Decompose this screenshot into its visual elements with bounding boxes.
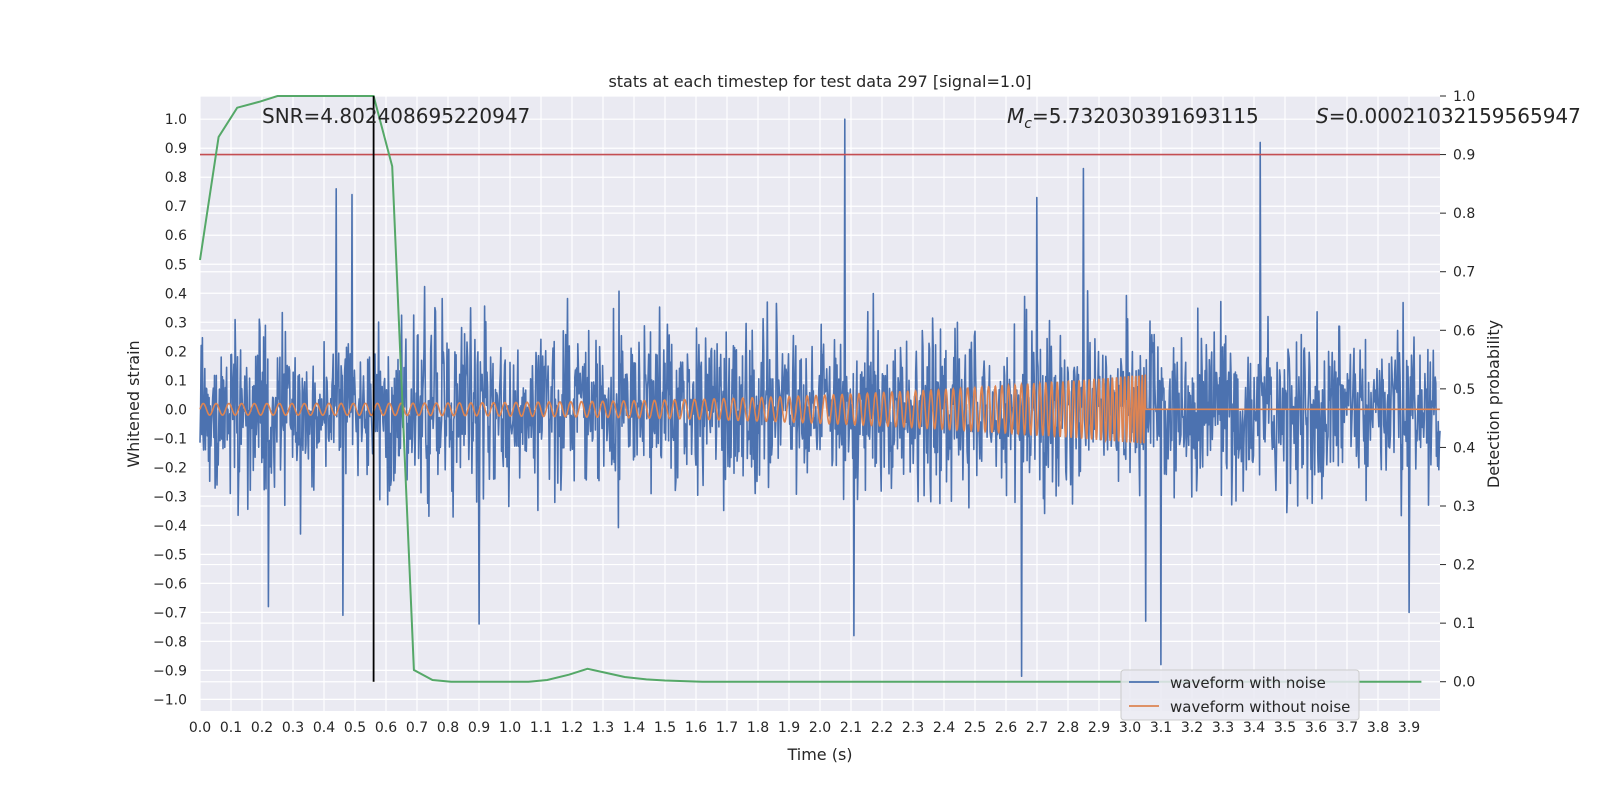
y-tick-label: −0.3 — [153, 489, 187, 505]
x-tick-label: 3.3 — [1212, 720, 1234, 736]
y-tick-label: −0.2 — [153, 460, 187, 476]
y-tick-label: −0.8 — [153, 634, 187, 650]
y-tick-label: −0.7 — [153, 605, 187, 621]
series-line-clean — [199, 374, 1440, 444]
s-annotation: S=0.00021032159565947 — [1316, 104, 1581, 128]
x-tick-label: 3.9 — [1398, 720, 1420, 736]
y2-tick-label: 0.4 — [1453, 440, 1475, 456]
y-tick-label: −0.5 — [153, 547, 187, 563]
y-tick-label: −1.0 — [153, 692, 187, 708]
y-tick-label: 0.3 — [165, 315, 187, 331]
x-tick-label: 3.1 — [1150, 720, 1172, 736]
chart-title: stats at each timestep for test data 297… — [608, 72, 1031, 91]
x-axis-label: Time (s) — [786, 745, 852, 764]
x-tick-label: 0.5 — [344, 720, 366, 736]
y-tick-label: −0.6 — [153, 576, 187, 592]
y2-tick-label: 0.3 — [1453, 499, 1475, 515]
x-tick-label: 0.3 — [282, 720, 304, 736]
x-tick-label: 0.9 — [468, 720, 490, 736]
y-tick-label: 0.5 — [165, 257, 187, 273]
y-tick-label: 0.0 — [165, 402, 187, 418]
y2-tick-label: 0.8 — [1453, 206, 1475, 222]
legend-label-clean: waveform without noise — [1170, 698, 1350, 716]
mc-value: =5.732030391693115 — [1032, 104, 1259, 128]
x-tick-label: 2.3 — [902, 720, 924, 736]
y-axis-label: Whitened strain — [124, 340, 143, 467]
x-tick-label: 3.6 — [1305, 720, 1327, 736]
x-tick-label: 0.6 — [375, 720, 397, 736]
y2-axis-label: Detection probability — [1484, 320, 1503, 488]
s-value: =0.00021032159565947 — [1329, 104, 1581, 128]
x-tick-label: 0.1 — [220, 720, 242, 736]
x-tick-label: 3.7 — [1336, 720, 1358, 736]
y2-tick-label: 1.0 — [1453, 89, 1475, 105]
y-tick-label: −0.9 — [153, 663, 187, 679]
x-tick-label: 3.5 — [1274, 720, 1296, 736]
x-tick-label: 2.5 — [964, 720, 986, 736]
x-tick-label: 1.7 — [716, 720, 738, 736]
series-line-probability — [199, 95, 1422, 683]
x-tick-label: 1.4 — [623, 720, 645, 736]
y-tick-label: −0.4 — [153, 518, 187, 534]
s-symbol: S — [1316, 104, 1329, 128]
plot-area — [199, 95, 1441, 683]
y-tick-label: 0.4 — [165, 286, 187, 302]
x-tick-label: 3.8 — [1367, 720, 1389, 736]
x-tick-label: 2.8 — [1057, 720, 1079, 736]
x-tick-label: 2.0 — [809, 720, 831, 736]
series-line-noise — [199, 118, 1441, 678]
legend-box — [1120, 669, 1360, 721]
x-tick-label: 3.2 — [1181, 720, 1203, 736]
legend: waveform with noise waveform without noi… — [1120, 669, 1360, 721]
y2-tick-label: 0.5 — [1453, 382, 1475, 398]
x-tick-label: 1.1 — [530, 720, 552, 736]
x-tick-label: 2.4 — [933, 720, 955, 736]
x-tick-label: 2.2 — [871, 720, 893, 736]
snr-annotation: SNR=4.802408695220947 — [262, 104, 530, 128]
y2-tick-label: 0.7 — [1453, 265, 1475, 281]
x-tick-label: 2.9 — [1088, 720, 1110, 736]
y-tick-label: −0.1 — [153, 431, 187, 447]
y2-tick-label: 0.2 — [1453, 558, 1475, 574]
y2-tick-label: 0.9 — [1453, 148, 1475, 164]
y2-tick-label: 0.6 — [1453, 323, 1475, 339]
y-tick-label: 0.1 — [165, 373, 187, 389]
x-tick-label: 2.7 — [1026, 720, 1048, 736]
y-tick-label: 0.7 — [165, 199, 187, 215]
x-tick-label: 1.6 — [685, 720, 707, 736]
x-tick-label: 3.0 — [1119, 720, 1141, 736]
y2-tick-label: 0.0 — [1453, 675, 1475, 691]
y-tick-label: 0.8 — [165, 170, 187, 186]
x-tick-label: 1.3 — [592, 720, 614, 736]
x-tick-label: 1.5 — [654, 720, 676, 736]
y-tick-label: 0.2 — [165, 344, 187, 360]
x-tick-label: 1.2 — [561, 720, 583, 736]
x-tick-label: 1.9 — [778, 720, 800, 736]
x-tick-label: 2.6 — [995, 720, 1017, 736]
y-tick-label: 0.9 — [165, 141, 187, 157]
x-tick-label: 1.0 — [499, 720, 521, 736]
x-tick-label: 0.2 — [251, 720, 273, 736]
y-tick-label: 1.0 — [165, 112, 187, 128]
x-tick-label: 3.4 — [1243, 720, 1265, 736]
axes: 0.0 0.1 0.2 0.3 0.4 0.5 0.6 0.7 0.8 0.9 1.0 1.1 1.2 1… — [153, 89, 1475, 736]
x-tick-label: 1.8 — [747, 720, 769, 736]
x-tick-label: 0.0 — [189, 720, 211, 736]
mc-annotation: Mc=5.732030391693115 — [1007, 104, 1259, 132]
y2-tick-label: 0.1 — [1453, 616, 1475, 632]
x-tick-label: 2.1 — [840, 720, 862, 736]
x-tick-label: 0.8 — [437, 720, 459, 736]
mc-symbol: M — [1007, 104, 1024, 128]
x-tick-label: 0.4 — [313, 720, 335, 736]
y-tick-label: 0.6 — [165, 228, 187, 244]
legend-label-noise: waveform with noise — [1170, 674, 1326, 692]
mc-subscript: c — [1024, 116, 1032, 132]
x-tick-label: 0.7 — [406, 720, 428, 736]
